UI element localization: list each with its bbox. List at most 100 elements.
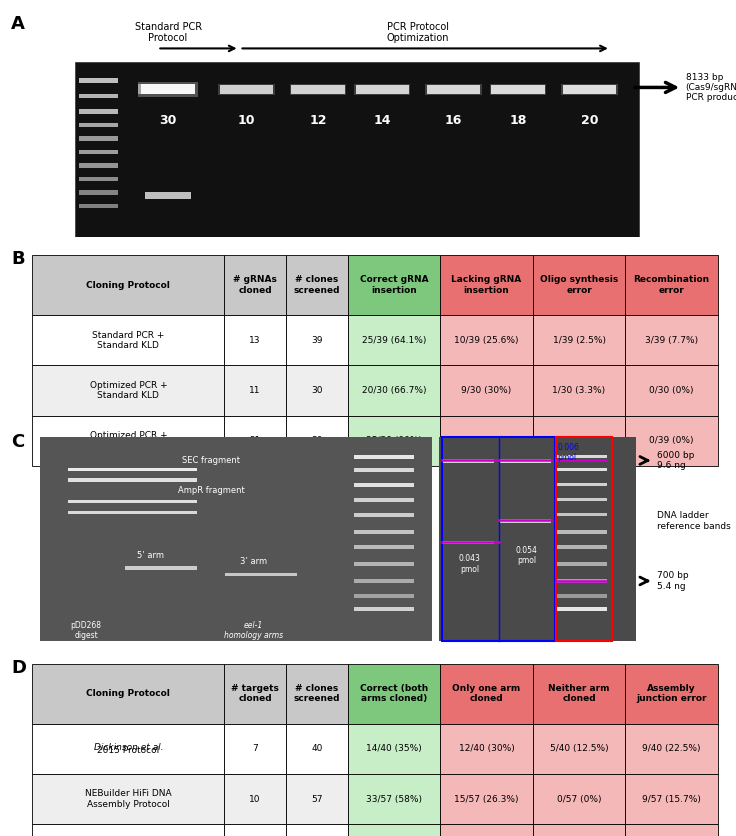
Bar [354, 455, 414, 459]
Bar [533, 315, 626, 365]
Text: 18: 18 [509, 114, 527, 127]
Bar [220, 85, 273, 94]
Bar [32, 664, 224, 724]
Bar [626, 724, 718, 774]
Bar [557, 530, 607, 533]
Bar [79, 163, 118, 168]
Bar [286, 824, 347, 836]
Bar [68, 478, 197, 482]
Bar [557, 545, 607, 548]
Bar [224, 415, 286, 466]
Text: SEC fragment: SEC fragment [182, 456, 240, 466]
Bar [32, 774, 224, 824]
Bar [32, 255, 224, 315]
Bar [75, 62, 640, 237]
Bar [286, 415, 347, 466]
Text: 9/57 (15.7%): 9/57 (15.7%) [642, 794, 701, 803]
Bar [557, 483, 607, 487]
Text: 15/57 (26.3%): 15/57 (26.3%) [454, 794, 519, 803]
Bar [145, 192, 191, 199]
Text: Lacking gRNA
insertion: Lacking gRNA insertion [451, 276, 522, 295]
Text: Standard PCR +
Standard KLD: Standard PCR + Standard KLD [92, 330, 165, 350]
Bar [489, 84, 546, 95]
Bar [626, 255, 718, 315]
Bar [355, 85, 409, 94]
Text: # clones
screened: # clones screened [294, 276, 340, 295]
Bar [561, 84, 618, 95]
Text: A: A [11, 15, 25, 33]
Bar [68, 500, 197, 503]
Text: Only one arm
cloned: Only one arm cloned [453, 684, 520, 703]
Text: Optimized PCR +
Optimized KLD: Optimized PCR + Optimized KLD [90, 431, 167, 451]
Text: 3/39 (7.7%): 3/39 (7.7%) [645, 336, 698, 344]
Bar [138, 82, 199, 97]
Text: 10: 10 [238, 114, 255, 127]
Text: Standard PCR
Protocol: Standard PCR Protocol [135, 22, 202, 43]
Text: PCR Protocol
Optimization: PCR Protocol Optimization [386, 22, 449, 43]
Text: Dickinson et al.: Dickinson et al. [93, 743, 163, 752]
Bar [79, 136, 118, 140]
Text: Correct gRNA
insertion: Correct gRNA insertion [360, 276, 428, 295]
Bar [347, 664, 440, 724]
Text: 0/30 (0%): 0/30 (0%) [649, 386, 694, 395]
Text: 40: 40 [311, 744, 322, 753]
Bar [286, 724, 347, 774]
Text: 10: 10 [250, 794, 261, 803]
Bar [125, 566, 197, 570]
Bar [354, 562, 414, 566]
Bar [286, 315, 347, 365]
Bar [347, 415, 440, 466]
Bar [440, 664, 533, 724]
Text: # gRNAs
cloned: # gRNAs cloned [233, 276, 277, 295]
Bar [354, 545, 414, 548]
Text: 3/39 (7.5%): 3/39 (7.5%) [553, 436, 606, 446]
Bar [141, 84, 195, 94]
Text: 1/39 (2.5%): 1/39 (2.5%) [553, 336, 606, 344]
Bar [533, 824, 626, 836]
Text: 30: 30 [311, 386, 322, 395]
Text: pDD268
digest: pDD268 digest [71, 620, 102, 640]
Text: 25/39 (64.1%): 25/39 (64.1%) [362, 336, 426, 344]
Bar [440, 365, 533, 415]
Bar [440, 774, 533, 824]
Text: C: C [11, 433, 24, 451]
Text: Cloning Protocol: Cloning Protocol [86, 281, 170, 290]
Bar [626, 664, 718, 724]
Bar [557, 607, 607, 611]
Text: 0.006
pmol: 0.006 pmol [557, 442, 579, 462]
Bar [224, 774, 286, 824]
Bar [286, 255, 347, 315]
Bar [224, 824, 286, 836]
Text: Assembly
junction error: Assembly junction error [637, 684, 707, 703]
Text: 0/57 (0%): 0/57 (0%) [557, 794, 601, 803]
Text: 1/39 (2.5%): 1/39 (2.5%) [460, 436, 513, 446]
Text: 57: 57 [311, 794, 322, 803]
Bar [286, 774, 347, 824]
Text: B: B [11, 250, 25, 268]
Text: 11: 11 [250, 386, 261, 395]
Bar [440, 315, 533, 365]
Bar [557, 468, 607, 472]
Bar [626, 824, 718, 836]
Text: 10/39 (25.6%): 10/39 (25.6%) [454, 336, 519, 344]
Text: 20/30 (66.7%): 20/30 (66.7%) [361, 386, 426, 395]
Text: eel-1
homology arms: eel-1 homology arms [224, 620, 283, 640]
Bar [354, 497, 414, 502]
Bar [500, 519, 551, 522]
Text: 0.054
pmol: 0.054 pmol [516, 546, 538, 565]
Bar [224, 365, 286, 415]
Text: 30: 30 [160, 114, 177, 127]
Bar [626, 415, 718, 466]
Text: DNA ladder
reference bands: DNA ladder reference bands [657, 511, 731, 531]
Bar [425, 84, 482, 95]
Text: Cloning Protocol: Cloning Protocol [86, 689, 170, 698]
Bar [442, 437, 555, 641]
Text: # clones
screened: # clones screened [294, 684, 340, 703]
Bar [557, 455, 607, 458]
Text: 700 bp
5.4 ng: 700 bp 5.4 ng [657, 571, 689, 591]
Text: 2015 Protocol: 2015 Protocol [97, 746, 160, 755]
Bar [533, 664, 626, 724]
Bar [556, 437, 612, 641]
Text: Optimized PCR +
Standard KLD: Optimized PCR + Standard KLD [90, 381, 167, 400]
Bar [224, 255, 286, 315]
